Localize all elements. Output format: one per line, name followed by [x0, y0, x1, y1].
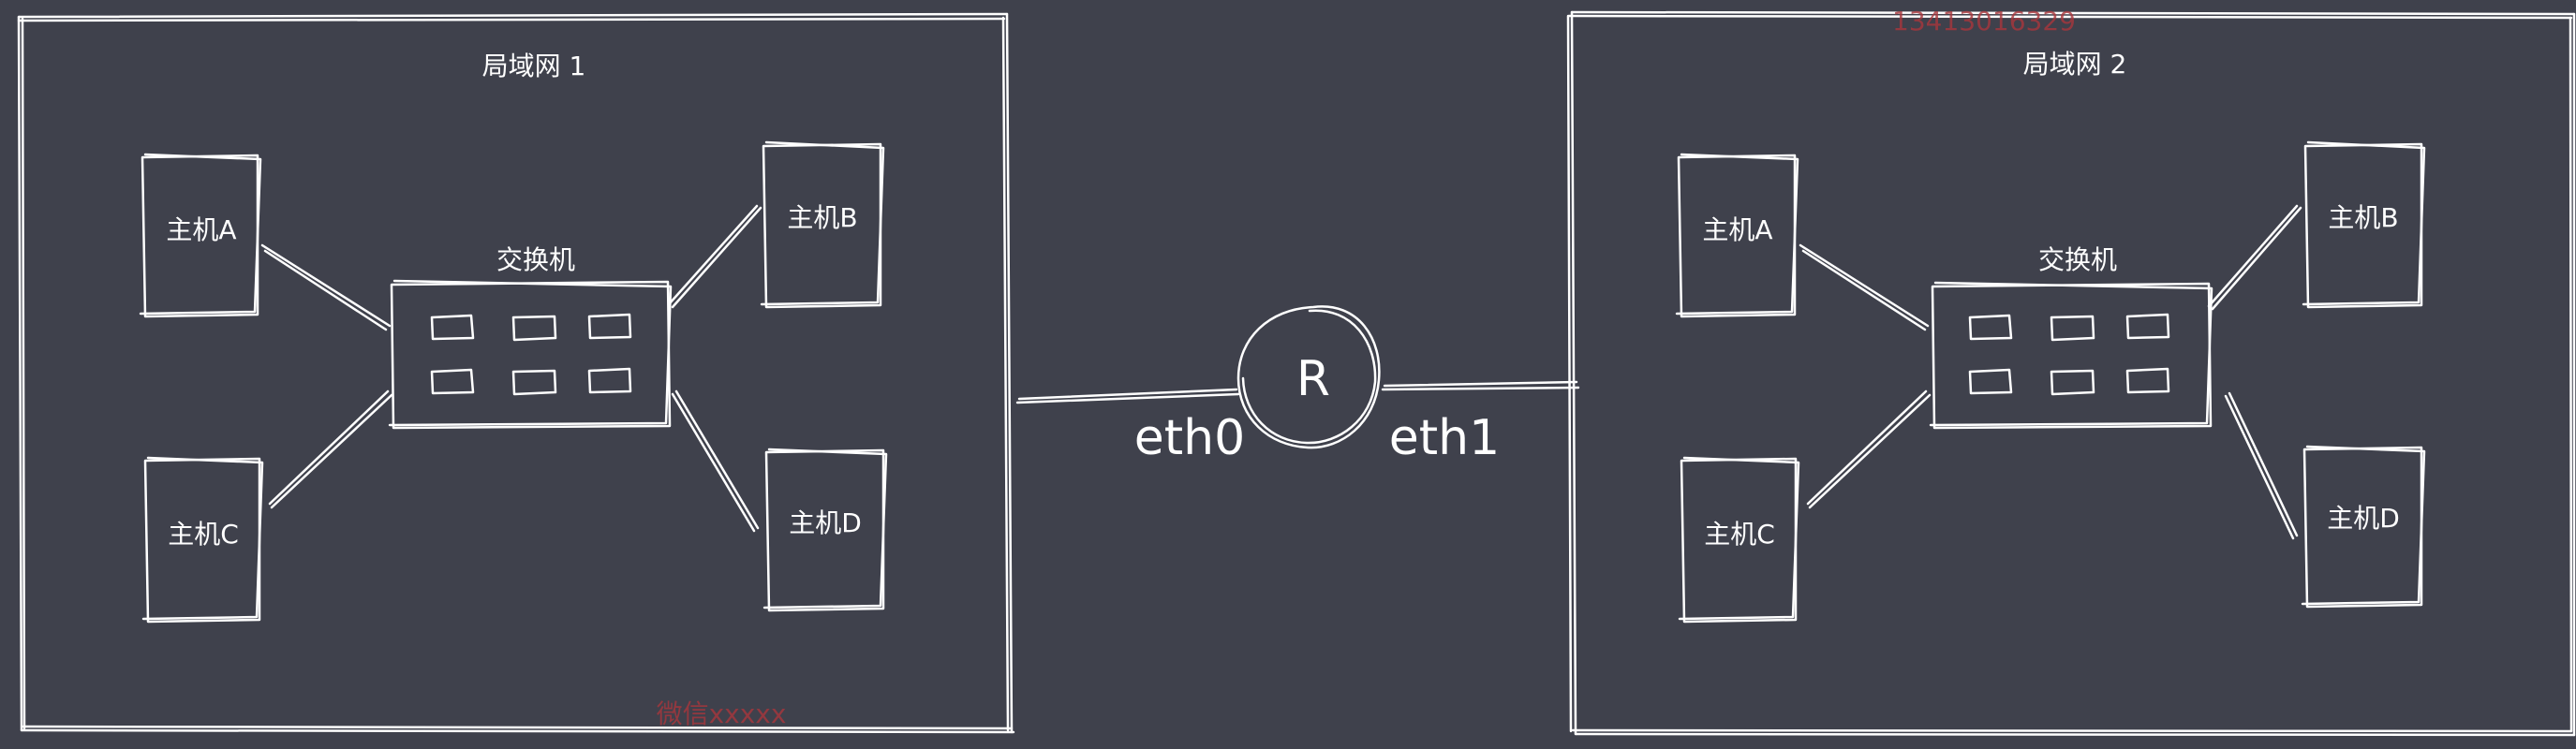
lan2-boundary [1566, 10, 2576, 737]
lan1-switch-box [388, 279, 673, 430]
watermark-bottom: 微信xxxxx [657, 698, 787, 729]
lan1-switch-ports [430, 313, 632, 396]
router-label: R [1296, 351, 1330, 407]
lan2-links [1799, 204, 2302, 540]
lan1-title: 局域网 1 [482, 51, 586, 81]
lan2-host-c-box [1678, 456, 1800, 624]
lan2-host-d-box [2301, 445, 2426, 609]
router-eth0-label: eth0 [1134, 410, 1245, 466]
lan2-host-d-label: 主机D [2327, 503, 2400, 534]
lan1-host-c-label: 主机C [168, 519, 239, 550]
lan1-host-d-label: 主机D [789, 507, 862, 538]
lan2-host-b-label: 主机B [2328, 202, 2398, 233]
watermark-top: 13413016329 [1892, 6, 2076, 37]
router-eth1-label: eth1 [1389, 410, 1500, 466]
router-circle [1236, 305, 1381, 449]
lan1-host-a-box [139, 153, 262, 318]
lan1-host-b-label: 主机B [787, 202, 857, 233]
lan1-host-d-box [762, 448, 888, 612]
lan2-switch-box [1929, 281, 2213, 430]
lan2-switch-label: 交换机 [2038, 244, 2117, 275]
lan1-boundary [17, 12, 1015, 734]
lan2-switch-ports [1968, 313, 2170, 396]
lan2-title: 局域网 2 [2023, 49, 2127, 80]
lan1-host-b-box [760, 140, 885, 309]
lan1-switch-label: 交换机 [496, 244, 575, 275]
lan1-host-c-box [141, 456, 264, 624]
lan2-host-c-label: 主机C [1704, 519, 1775, 550]
lan2-host-a-box [1675, 153, 1799, 318]
lan1-host-a-label: 主机A [166, 214, 236, 245]
router-links [1015, 380, 1580, 404]
lan2-host-b-box [2302, 140, 2426, 309]
lan2-host-a-label: 主机A [1702, 214, 1772, 245]
lan1-links [260, 204, 762, 533]
